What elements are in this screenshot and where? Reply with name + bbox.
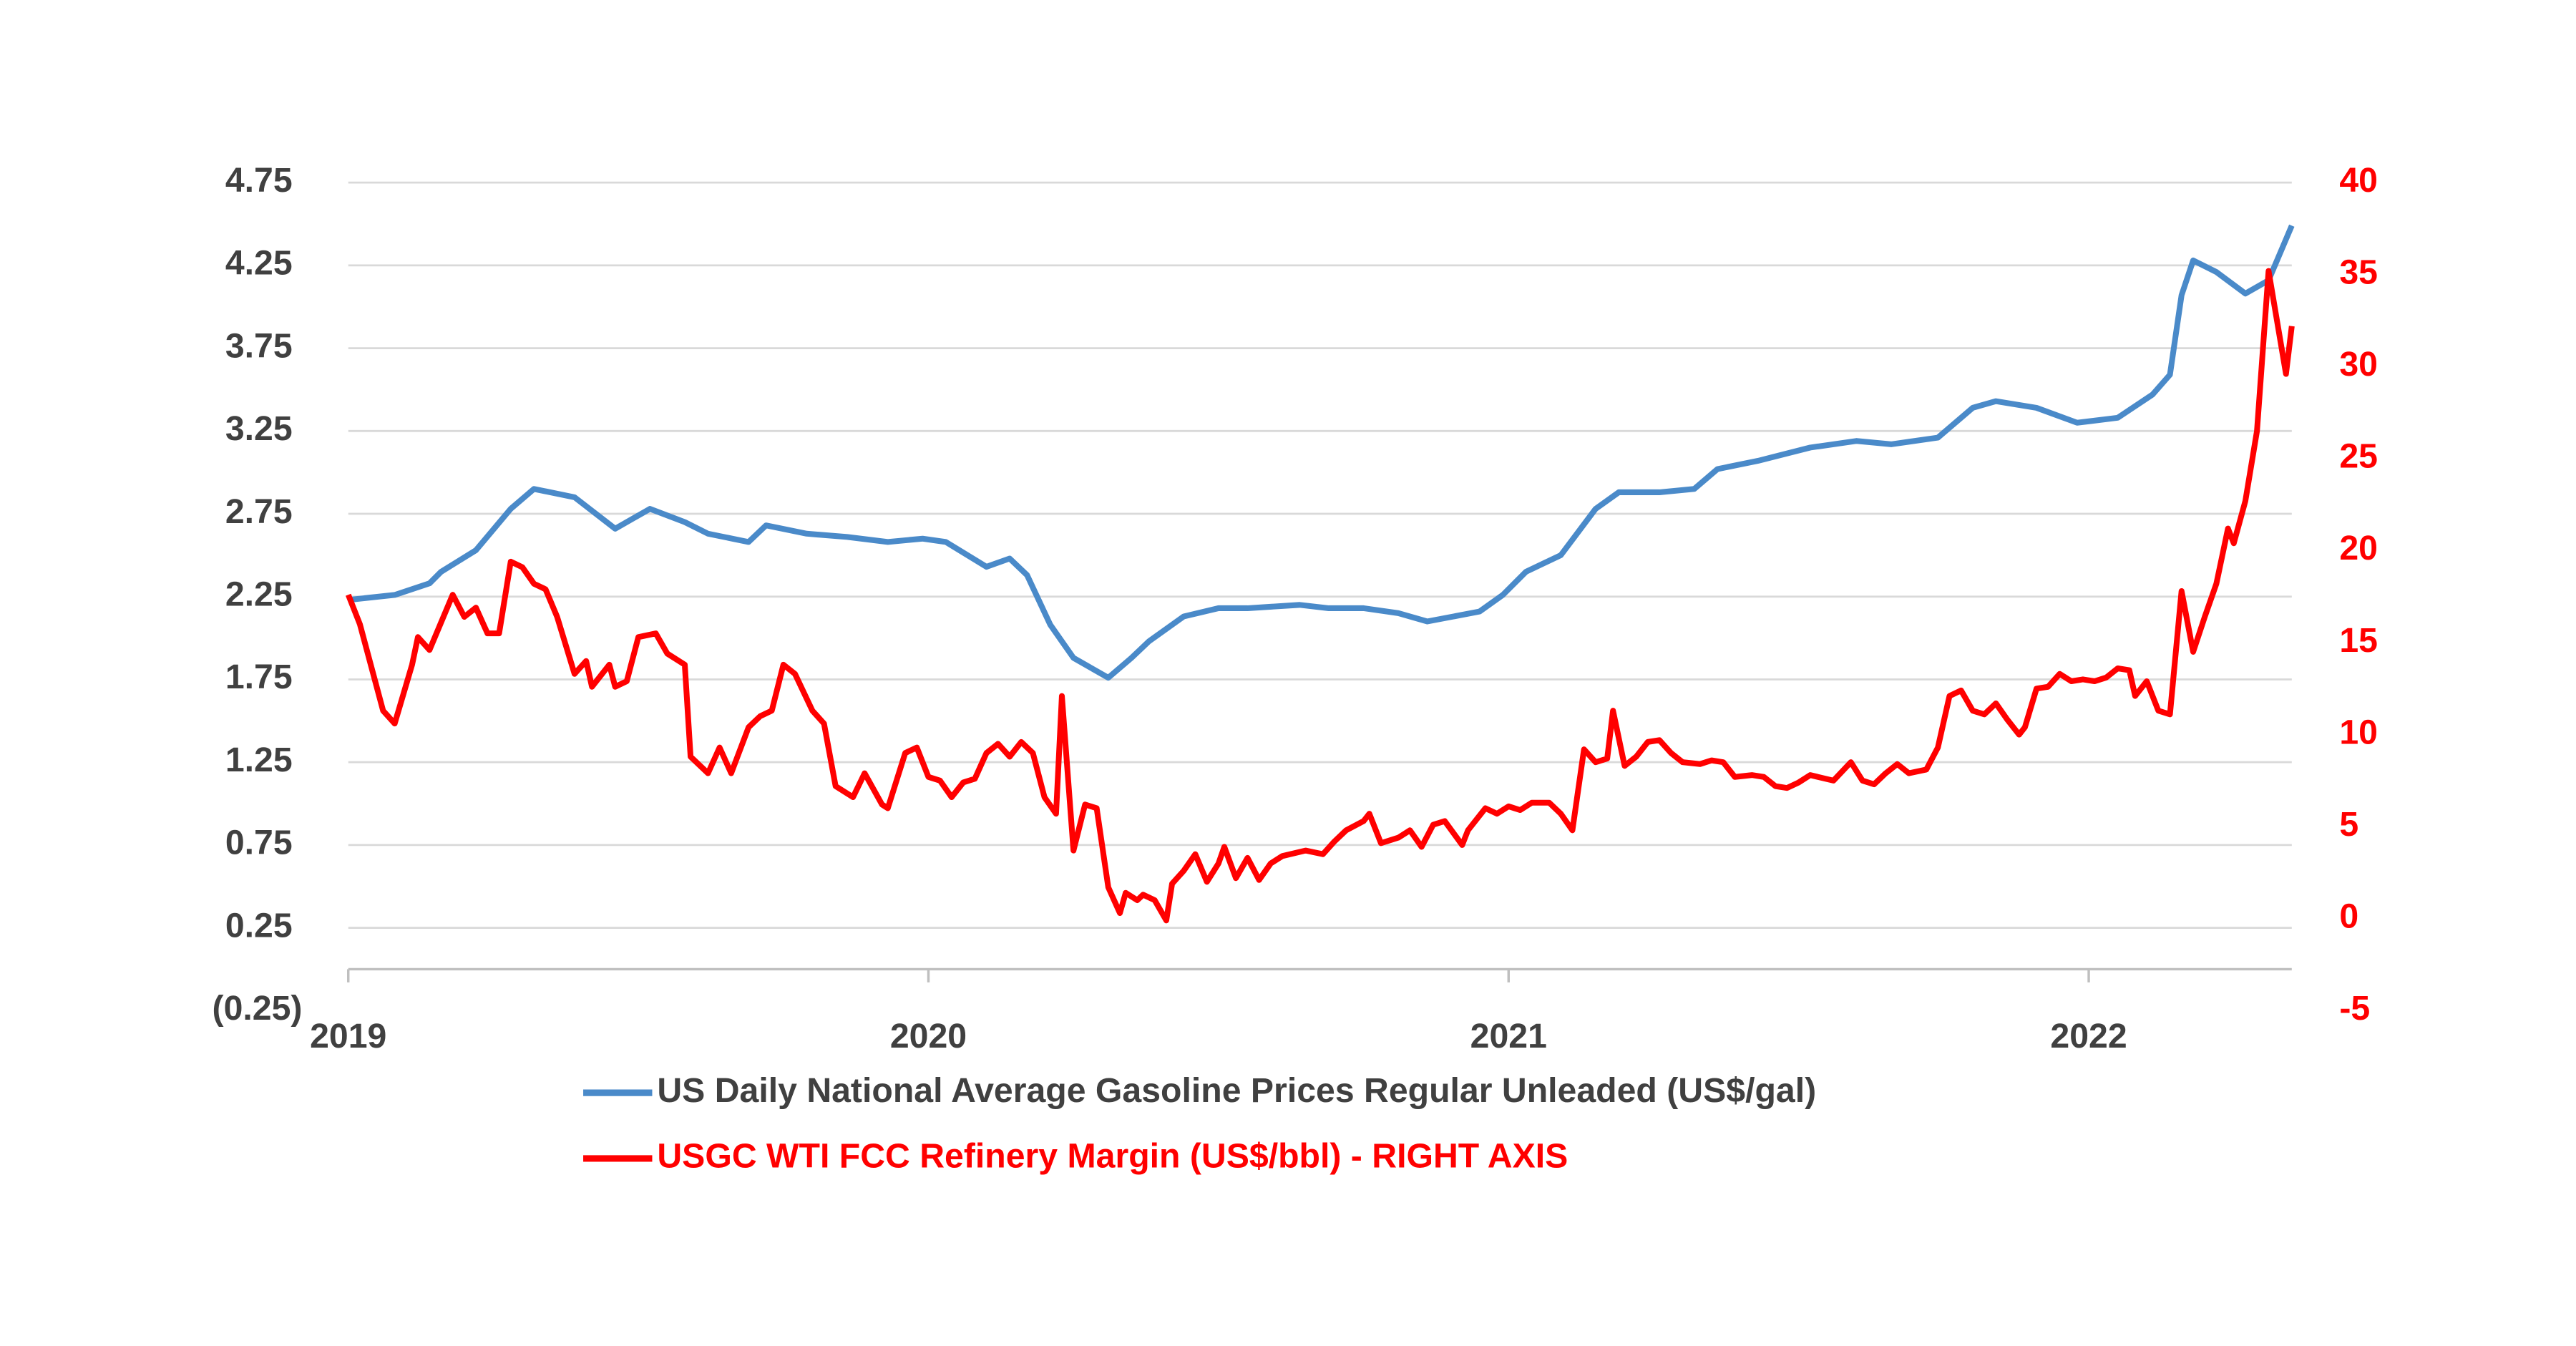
y-tick-label: 2.75 [225, 492, 293, 531]
x-tick-label: 2021 [1470, 1017, 1547, 1055]
y-tick-label: 0.75 [225, 824, 293, 862]
y-tick-label: 4.25 [225, 244, 293, 283]
y-tick-label: 3.25 [225, 409, 293, 448]
y-tick-label: 1.75 [225, 658, 293, 696]
legend-label: USGC WTI FCC Refinery Margin (US$/bbl) -… [657, 1137, 1568, 1176]
y-tick-label: 4.75 [225, 161, 293, 200]
legend-label: US Daily National Average Gasoline Price… [657, 1071, 1816, 1110]
y2-tick-label: 20 [2339, 529, 2378, 567]
x-tick-label: 2022 [2050, 1017, 2127, 1055]
series-line [348, 224, 2295, 681]
series-line [345, 268, 2295, 924]
y2-tick-label: 15 [2339, 621, 2378, 660]
y-tick-label: 1.25 [225, 741, 293, 779]
y-tick-label: 2.25 [225, 575, 293, 613]
y-tick-label: 3.75 [225, 326, 293, 365]
y2-tick-label: 35 [2339, 253, 2378, 291]
y2-tick-label: 5 [2339, 805, 2358, 844]
x-tick-label: 2020 [890, 1017, 967, 1055]
x-tick-label: 2019 [310, 1017, 386, 1055]
y2-tick-label: 30 [2339, 345, 2378, 384]
y2-tick-label: -5 [2339, 989, 2370, 1028]
y2-tick-label: 40 [2339, 161, 2378, 200]
y2-tick-label: 10 [2339, 713, 2378, 751]
y-tick-label: 0.25 [225, 906, 293, 945]
y2-tick-label: 25 [2339, 437, 2378, 476]
y-tick-label: (0.25) [213, 989, 303, 1028]
y2-tick-label: 0 [2339, 897, 2358, 935]
